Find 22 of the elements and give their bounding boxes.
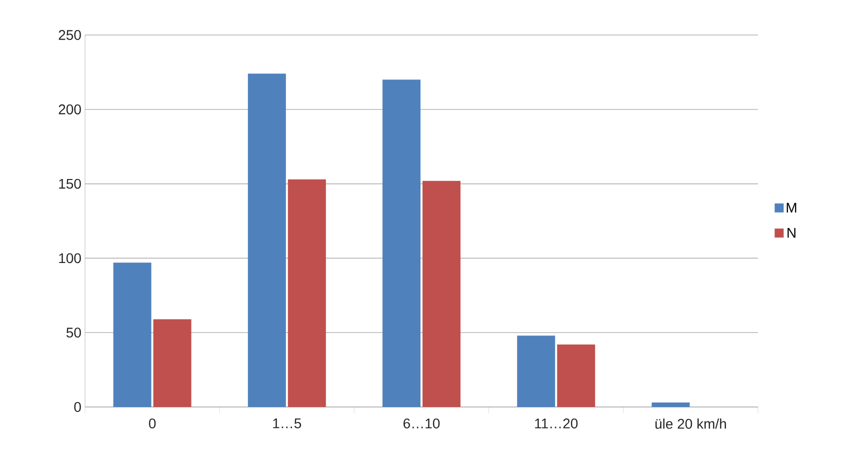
- y-tick-label: 50: [66, 328, 81, 338]
- legend-label: M: [786, 202, 796, 212]
- bar: [153, 319, 192, 407]
- bar: [422, 180, 461, 407]
- x-tick-label: 0: [148, 418, 156, 428]
- x-tick-label: 6…10: [404, 418, 440, 428]
- legend-label: N: [788, 228, 796, 238]
- bar: [382, 80, 421, 407]
- bar: [113, 262, 152, 407]
- bar: [248, 74, 286, 407]
- y-tick-label: 150: [59, 178, 81, 189]
- y-tick-label: 100: [59, 253, 81, 264]
- y-tick-label: 250: [58, 30, 81, 40]
- bar: [652, 402, 690, 407]
- y-tick-label: 200: [58, 104, 81, 114]
- x-tick-label: 11…20: [535, 418, 578, 428]
- bar: [517, 336, 556, 407]
- bar: [557, 344, 596, 407]
- x-tick-label: 1…5: [273, 418, 302, 428]
- x-tick-label: üle 20 km/h: [655, 418, 726, 429]
- y-tick-label: 0: [74, 402, 81, 412]
- bar: [288, 179, 326, 407]
